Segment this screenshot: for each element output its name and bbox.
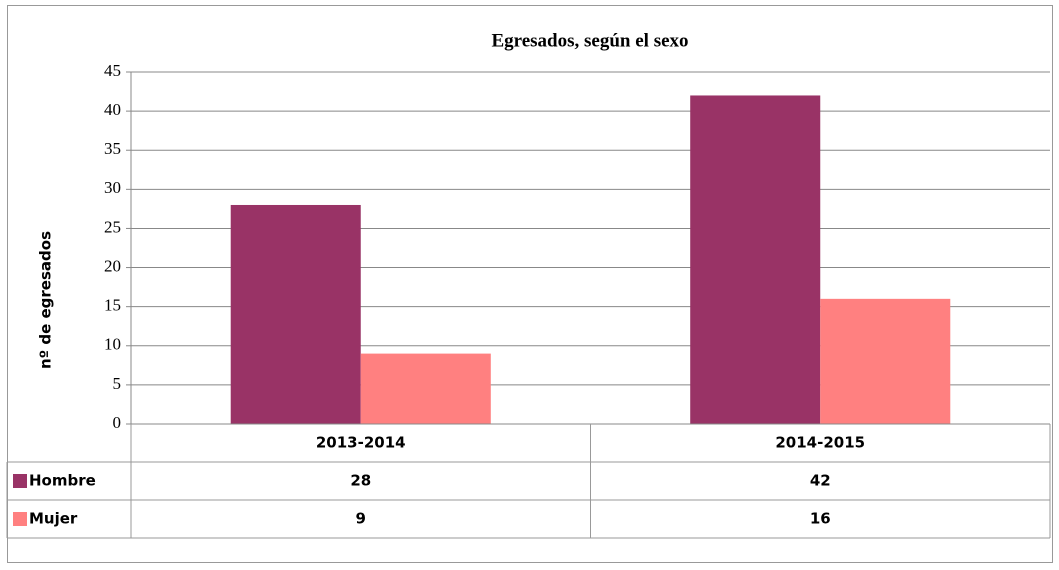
table-value: 42 — [810, 472, 831, 490]
y-tick-label: 20 — [104, 256, 121, 275]
table-value: 9 — [356, 510, 366, 528]
x-tick-label: 2013-2014 — [316, 434, 406, 452]
table-value: 28 — [350, 472, 371, 490]
y-tick-label: 5 — [113, 374, 122, 393]
y-tick-label: 0 — [113, 413, 122, 432]
y-tick-label: 35 — [104, 139, 121, 158]
bar — [360, 353, 491, 424]
legend-swatch — [13, 512, 27, 526]
legend-label: Hombre — [29, 472, 96, 490]
y-tick-label: 30 — [104, 178, 121, 197]
y-tick-label: 40 — [104, 100, 121, 119]
y-axis-title: nº de egresados — [37, 231, 55, 369]
bar — [230, 204, 361, 424]
chart-border — [7, 5, 1053, 563]
chart-title: Egresados, según el sexo — [491, 30, 688, 51]
x-tick-label: 2014-2015 — [775, 434, 865, 452]
bar — [820, 298, 951, 424]
table-value: 16 — [810, 510, 831, 528]
legend-label: Mujer — [29, 510, 78, 528]
legend-swatch — [13, 474, 27, 488]
y-tick-label: 10 — [104, 335, 121, 354]
y-tick-label: 15 — [104, 296, 121, 315]
y-tick-label: 45 — [104, 61, 121, 80]
y-tick-label: 25 — [104, 217, 121, 236]
bar — [690, 95, 821, 424]
